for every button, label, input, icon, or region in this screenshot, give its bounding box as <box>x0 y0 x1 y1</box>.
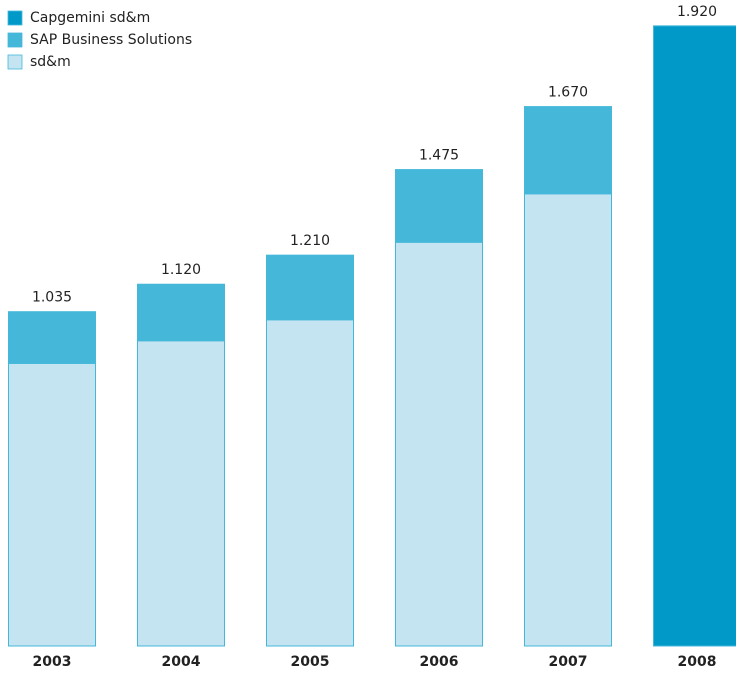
bar-segment <box>137 340 225 647</box>
x-tick-label: 2007 <box>549 654 588 670</box>
legend-label: Capgemini sd&m <box>30 10 150 26</box>
x-tick-label: 2005 <box>291 654 330 670</box>
x-tick-label: 2008 <box>678 654 717 670</box>
total-label: 1.035 <box>32 290 72 306</box>
legend-label: sd&m <box>30 54 71 70</box>
legend-swatch <box>7 10 23 26</box>
bar-segment <box>8 362 96 647</box>
x-tick-label: 2003 <box>33 654 72 670</box>
bar-segment <box>137 283 225 342</box>
bar-segment <box>653 25 736 647</box>
bar-segment <box>395 169 483 243</box>
x-tick-label: 2004 <box>162 654 201 670</box>
total-label: 1.120 <box>161 262 201 278</box>
total-label: 1.920 <box>677 4 717 20</box>
legend-swatch <box>7 32 23 48</box>
total-label: 1.475 <box>419 148 459 164</box>
bar-segment <box>266 319 354 647</box>
bar-segment <box>8 311 96 364</box>
bar-segment <box>524 193 612 647</box>
legend-swatch <box>7 54 23 70</box>
bar-segment <box>524 106 612 195</box>
x-tick-label: 2006 <box>420 654 459 670</box>
bar-segment <box>266 254 354 321</box>
legend-label: SAP Business Solutions <box>30 32 192 48</box>
bar-segment <box>395 241 483 647</box>
total-label: 1.670 <box>548 85 588 101</box>
total-label: 1.210 <box>290 233 330 249</box>
